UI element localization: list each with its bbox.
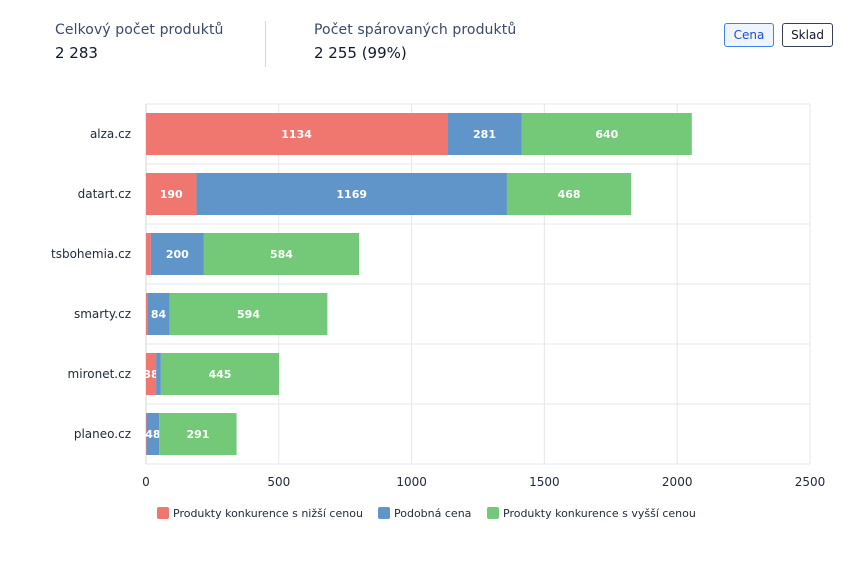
bar-value-label: 1134 bbox=[281, 128, 312, 141]
bar-value-label: 291 bbox=[186, 428, 209, 441]
bar-value-label: 1169 bbox=[336, 188, 367, 201]
bar-value-label: 48 bbox=[145, 428, 160, 441]
bar-segment bbox=[146, 113, 448, 155]
bar-segment bbox=[203, 233, 360, 275]
bar-segment bbox=[150, 233, 204, 275]
bar-value-label: 281 bbox=[473, 128, 496, 141]
stat-paired-label: Počet spárovaných produktů bbox=[314, 22, 517, 38]
category-label: tsbohemia.cz bbox=[51, 247, 131, 261]
stats-divider bbox=[265, 21, 266, 67]
sklad-toggle-button[interactable]: Sklad bbox=[782, 23, 833, 47]
bar-segment bbox=[146, 353, 157, 395]
legend-label: Produkty konkurence s nižší cenou bbox=[173, 507, 363, 520]
category-label: planeo.cz bbox=[74, 427, 131, 441]
bar-value-label: 84 bbox=[151, 308, 167, 321]
x-tick-label: 500 bbox=[267, 475, 290, 489]
bar-value-label: 468 bbox=[558, 188, 581, 201]
legend-swatch bbox=[487, 507, 499, 519]
x-tick-label: 1000 bbox=[396, 475, 427, 489]
bar-segment bbox=[156, 353, 161, 395]
bar-segment bbox=[146, 233, 151, 275]
bar-value-label: 594 bbox=[237, 308, 260, 321]
bar-segment bbox=[447, 113, 522, 155]
bar-segment bbox=[146, 413, 147, 455]
x-tick-label: 2000 bbox=[662, 475, 693, 489]
bar-segment bbox=[146, 173, 197, 215]
category-label: mironet.cz bbox=[68, 367, 131, 381]
legend-swatch bbox=[378, 507, 390, 519]
x-tick-label: 1500 bbox=[529, 475, 560, 489]
stat-total-value: 2 283 bbox=[55, 44, 98, 62]
bar-value-label: 38 bbox=[143, 368, 158, 381]
bar-value-label: 200 bbox=[166, 248, 189, 261]
stat-paired-products: Počet spárovaných produktů 2 255 (99%) bbox=[314, 22, 516, 62]
bar-segment bbox=[159, 413, 237, 455]
category-label: alza.cz bbox=[90, 127, 131, 141]
bar-segment bbox=[169, 293, 328, 335]
legend-swatch bbox=[157, 507, 169, 519]
legend-label: Podobná cena bbox=[394, 507, 471, 520]
bar-segment bbox=[146, 293, 148, 335]
bar-segment bbox=[196, 173, 507, 215]
stat-paired-value: 2 255 (99%) bbox=[314, 44, 407, 62]
bar-value-label: 584 bbox=[270, 248, 293, 261]
bar-value-label: 445 bbox=[208, 368, 231, 381]
legend-label: Produkty konkurence s vyšší cenou bbox=[503, 507, 696, 520]
bar-segment bbox=[147, 293, 170, 335]
x-tick-label: 2500 bbox=[795, 475, 826, 489]
stat-total-label: Celkový počet produktů bbox=[55, 22, 224, 38]
bar-segment bbox=[160, 353, 280, 395]
category-label: datart.cz bbox=[78, 187, 131, 201]
bar-segment bbox=[146, 413, 160, 455]
x-tick-label: 0 bbox=[142, 475, 150, 489]
bar-segment bbox=[521, 113, 692, 155]
cena-toggle-button[interactable]: Cena bbox=[724, 23, 774, 47]
bar-segment bbox=[506, 173, 632, 215]
category-label: smarty.cz bbox=[74, 307, 131, 321]
bar-value-label: 190 bbox=[160, 188, 183, 201]
stat-total-products: Celkový počet produktů 2 283 bbox=[55, 22, 224, 62]
bar-value-label: 640 bbox=[595, 128, 618, 141]
